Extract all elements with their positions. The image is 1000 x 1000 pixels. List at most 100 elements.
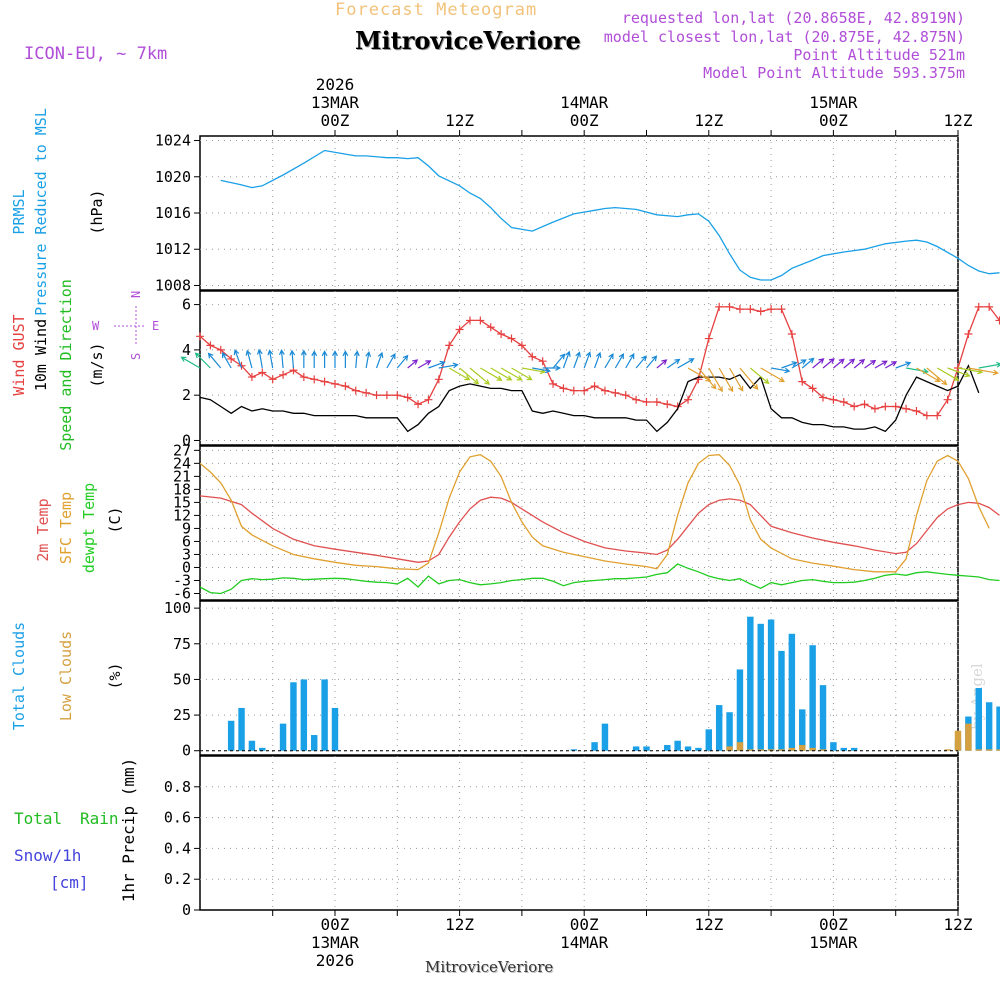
y-tick-label: 1020 [155,168,191,186]
x-label-top: 00Z [570,111,599,130]
wind-arrow [625,353,635,369]
compass-n: N [129,291,143,298]
bar-total-clouds [809,645,816,751]
gust-marker [715,302,724,311]
bar-low-clouds [778,749,785,751]
bar-low-clouds [799,745,806,751]
gust-marker [320,377,329,386]
bar-total-clouds [311,735,318,751]
axis-label: Low Clouds [57,631,75,721]
panel-precip: 0 0.2 0.4 0.6 0.8 [164,755,959,919]
gust-marker [310,375,319,384]
gust-marker [870,404,879,413]
gust-marker [216,345,225,354]
x-label-bottom: 15MAR [809,933,858,952]
wind-arrow [469,367,491,385]
gust-marker [902,404,911,413]
gust-marker [600,386,609,395]
axis-label: Speed and Direction [57,279,75,451]
y-tick-label: 4 [182,341,191,359]
wind-arrow [490,367,513,381]
gust-marker [943,395,952,404]
wind-arrow [749,367,770,385]
gust-marker [382,391,391,400]
bar-total-clouds [331,707,339,751]
gust-marker [445,341,454,350]
compass-s: S [129,353,143,360]
y-tick-label: 2 [182,386,191,404]
bar-total-clouds [290,682,297,751]
y-tick-label: 27 [173,441,191,459]
footer-station: MitroviceVeriore [425,958,554,976]
wind-arrow [221,352,232,369]
bar-low-clouds [996,749,1000,751]
x-label-top: 12Z [944,111,973,130]
bar-total-clouds [726,712,733,751]
gust-marker [517,341,526,350]
bar-low-clouds [726,746,733,751]
y-tick-label: 1012 [155,240,191,258]
wind-arrow [916,367,941,383]
wind-arrow [542,365,562,371]
precip-rain-label: Rain [80,809,119,828]
gust-marker [247,373,256,382]
bar-total-clouds [788,633,796,751]
x-label-top: 14MAR [560,93,609,112]
wind-arrow [375,351,384,369]
gust-marker [912,407,921,416]
axis-label: Wind GUST [10,314,28,395]
y-tick-label: 0.2 [164,870,191,888]
x-label-top: 12Z [445,111,474,130]
bar-total-clouds [570,749,578,751]
bar-total-clouds [321,679,328,751]
wind-arrow [552,353,566,369]
y-tick-label: 0 [182,742,191,760]
y-tick-label: 9 [182,519,191,537]
gust-marker [351,386,360,395]
wind-arrow [687,367,712,382]
bar-total-clouds [830,742,837,751]
bar-total-clouds [601,723,609,751]
gust-marker [808,384,817,393]
wind-arrow [300,349,307,368]
axis-label: 10m Wind [32,319,50,391]
compass-lines [114,306,144,346]
bar-total-clouds [736,669,744,751]
bar-low-clouds [975,749,982,751]
wind-arrow [311,350,318,368]
y-tick-label: 12 [173,506,191,524]
gust-marker [922,411,931,420]
x-label-bottom: 12Z [445,915,474,934]
precip-cm-label: [cm] [50,873,89,892]
wind-arrow [353,350,360,369]
gust-marker [569,386,578,395]
gust-marker [393,391,402,400]
gust-marker [787,330,796,339]
wind-arrow [978,361,1000,369]
bar-total-clouds [715,705,723,751]
gust-marker [403,393,412,402]
gust-marker [684,395,693,404]
y-tick-label: 75 [173,635,191,653]
gust-marker [299,373,308,382]
precip-total-label: Total [14,809,62,828]
gust-marker [881,402,890,411]
wind-arrow [233,348,243,369]
bar-low-clouds [767,749,775,751]
point-altitude: Point Altitude 521m [793,46,965,64]
wind-arrow [278,349,285,369]
y-tick-label: 0 [182,901,191,919]
bar-low-clouds [819,749,827,751]
wind-arrow [332,350,338,368]
panel-clouds: 0 25 50 75 100 Total Clouds Low Clouds (%) [10,599,1000,760]
compass-rose: E W N S [92,291,159,360]
gust-marker [850,402,859,411]
y-tick-label: 1008 [155,276,191,294]
wind-arrow [267,349,274,369]
y-tick-label: 21 [173,467,191,485]
wind-arrow [718,367,734,393]
wind-arrow [729,367,744,392]
bar-total-clouds [850,747,858,751]
wind-arrow [708,367,723,393]
